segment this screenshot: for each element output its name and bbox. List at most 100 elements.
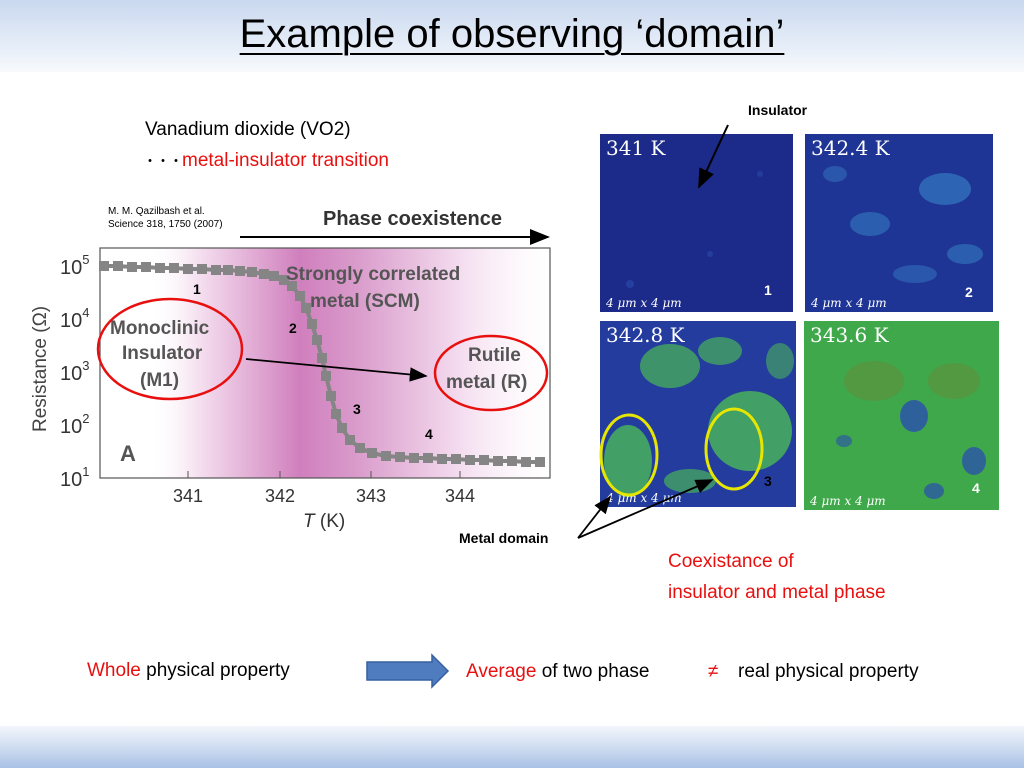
title-band (0, 0, 1024, 72)
m1-label-line3: (M1) (140, 370, 179, 391)
curve-marker (367, 448, 377, 458)
ytick-1e2: 102 (60, 411, 89, 438)
curve-marker (312, 335, 322, 345)
point-number-3: 3 (353, 401, 361, 417)
temperature-label: 341 K (606, 136, 666, 160)
curve-marker (437, 454, 447, 464)
curve-marker (521, 457, 531, 467)
average-text: Average of two phase (466, 661, 649, 683)
curve-marker (235, 266, 245, 276)
transition-arrow (245, 358, 428, 382)
curve-marker (321, 371, 331, 381)
ytick-1e1: 101 (60, 464, 89, 491)
resistance-curve-line (104, 264, 540, 464)
curve-marker (99, 261, 109, 271)
m1-highlight-ellipse (96, 297, 244, 401)
curve-marker (409, 453, 419, 463)
scale-label: 4 μm x 4 μm (810, 494, 886, 508)
ytick-1e4: 104 (60, 305, 89, 332)
curve-marker (395, 452, 405, 462)
micrograph-342-4K: 342.4 K 4 μm x 4 μm 2 (805, 134, 993, 312)
coexistence-line1: Coexistance of (668, 551, 794, 572)
citation: M. M. Qazilbash et al. Science 318, 1750… (108, 205, 223, 231)
region-labels: Strongly correlated metal (SCM) Monoclin… (110, 264, 527, 466)
x-tick-labels: 341 342 343 344 (173, 486, 475, 506)
scale-label: 4 μm x 4 μm (811, 296, 887, 310)
average-rest: of two phase (536, 661, 650, 682)
curve-marker (223, 265, 233, 275)
curve-marker (247, 267, 257, 277)
curve-marker (535, 457, 545, 467)
m1-label-line2: Insulator (122, 343, 203, 364)
curve-marker (337, 423, 347, 433)
transition-label: metal-insulator transition (182, 150, 389, 171)
xtick-343: 343 (356, 486, 386, 506)
curve-marker (479, 455, 489, 465)
curve-marker (317, 353, 327, 363)
curve-marker (141, 262, 151, 272)
resistance-curve (99, 261, 545, 467)
micrograph-343-6K: 343.6 K 4 μm x 4 μm 4 (804, 321, 999, 510)
y-tick-labels: 105 104 103 102 101 (60, 252, 89, 491)
xtick-344: 344 (445, 486, 475, 506)
x-axis-label: T (K) (303, 511, 345, 532)
curve-marker (287, 281, 297, 291)
rutile-highlight-ellipse (433, 334, 549, 412)
curve-marker (155, 263, 165, 273)
whole-property-text: Whole physical property (87, 660, 290, 682)
y-axis-label: Resistance (Ω) (30, 306, 51, 432)
coexistence-line2: insulator and metal phase (668, 582, 886, 603)
resistance-chart: Phase coexistence 105 104 103 102 101 Re… (30, 208, 551, 532)
curve-marker (279, 275, 289, 285)
curve-marker (507, 456, 517, 466)
temperature-label: 342.8 K (606, 323, 685, 347)
curve-marker (301, 303, 311, 313)
texture-341K (626, 171, 763, 288)
whole-rest: physical property (140, 660, 290, 681)
xtick-341: 341 (173, 486, 203, 506)
curve-marker (295, 291, 305, 301)
point-numbers: 1 2 3 4 (193, 281, 433, 442)
curve-marker (465, 455, 475, 465)
curve-marker (259, 269, 269, 279)
curve-marker (127, 262, 137, 272)
curve-marker (423, 453, 433, 463)
panel-number-2: 2 (965, 284, 973, 300)
curve-marker (307, 319, 317, 329)
real-property-text: real physical property (738, 661, 919, 682)
material-name: Vanadium dioxide (VO2) (145, 119, 351, 140)
ytick-1e5: 105 (60, 252, 89, 279)
curve-marker (345, 435, 355, 445)
xtick-342: 342 (265, 486, 295, 506)
rutile-label-line1: Rutile (468, 345, 521, 366)
curve-marker (211, 265, 221, 275)
texture-343-6K (836, 361, 986, 499)
x-tick-marks (187, 471, 461, 478)
curve-marker (169, 263, 179, 273)
panel-number-1: 1 (764, 282, 772, 298)
rutile-label-line2: metal (R) (446, 372, 527, 393)
coexistence-note: Coexistance of insulator and metal phase (668, 546, 886, 608)
average-word: Average (466, 661, 537, 682)
scale-label: 4 μm x 4 μm (606, 491, 682, 505)
panel-number-3: 3 (764, 473, 772, 489)
phase-coexistence-label: Phase coexistence (323, 208, 502, 230)
ytick-1e3: 103 (60, 358, 89, 385)
curve-marker (113, 261, 123, 271)
footer-band (0, 726, 1024, 768)
insulator-label: Insulator (748, 102, 808, 118)
metal-domain-label: Metal domain (459, 530, 549, 546)
curve-marker (197, 264, 207, 274)
bullet-dots: ・・・ (143, 153, 183, 169)
curve-marker (331, 409, 341, 419)
scm-label-line1: Strongly correlated (286, 264, 460, 285)
curve-marker (269, 271, 279, 281)
curve-marker (326, 391, 336, 401)
scm-label-line2: metal (SCM) (310, 291, 420, 312)
point-number-4: 4 (425, 426, 433, 442)
curve-marker (183, 264, 193, 274)
not-equal-sign: ≠ (708, 661, 719, 682)
scale-label: 4 μm x 4 μm (606, 296, 682, 310)
micrograph-342-8K: 342.8 K 4 μm x 4 μm 3 (600, 321, 796, 507)
temperature-label: 343.6 K (810, 323, 889, 347)
